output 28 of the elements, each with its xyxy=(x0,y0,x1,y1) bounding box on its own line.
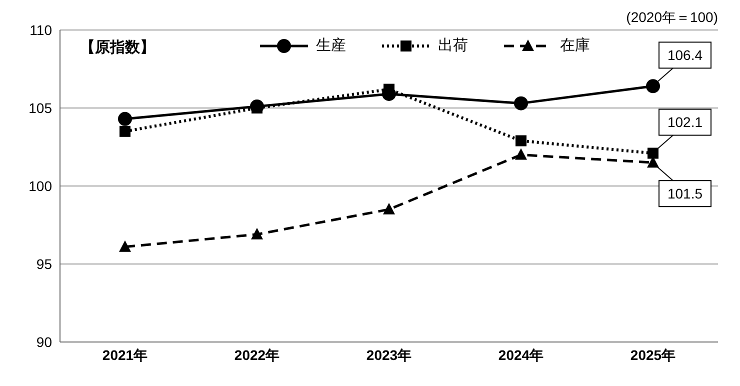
point xyxy=(646,79,660,94)
y-tick-label: 95 xyxy=(36,256,52,272)
point xyxy=(516,135,526,146)
x-tick-label: 2021年 xyxy=(102,346,148,363)
data-label: 101.5 xyxy=(667,186,703,202)
legend-label: 出荷 xyxy=(438,36,468,55)
point xyxy=(118,112,132,126)
point xyxy=(648,148,658,159)
point xyxy=(251,228,263,240)
text: (2020年＝100) xyxy=(626,9,718,27)
x-tick-label: 2023年 xyxy=(366,346,412,363)
y-tick-label: 90 xyxy=(36,334,52,350)
legend-label: 在庫 xyxy=(560,36,590,55)
y-tick-label: 100 xyxy=(28,178,52,194)
y-tick-label: 110 xyxy=(30,22,52,38)
point xyxy=(515,148,527,160)
point xyxy=(120,126,130,137)
x-tick-label: 2022年 xyxy=(234,346,280,363)
data-label: 106.4 xyxy=(667,47,703,64)
annotation: 【原指数】 xyxy=(80,38,155,57)
point xyxy=(383,202,395,214)
point xyxy=(514,96,528,110)
legend-label: 生産 xyxy=(316,36,346,55)
y-tick-label: 105 xyxy=(28,100,52,116)
data-label: 102.1 xyxy=(667,114,703,130)
x-tick-label: 2025年 xyxy=(630,346,676,363)
x-tick-label: 2024年 xyxy=(498,346,544,363)
point xyxy=(119,240,131,252)
